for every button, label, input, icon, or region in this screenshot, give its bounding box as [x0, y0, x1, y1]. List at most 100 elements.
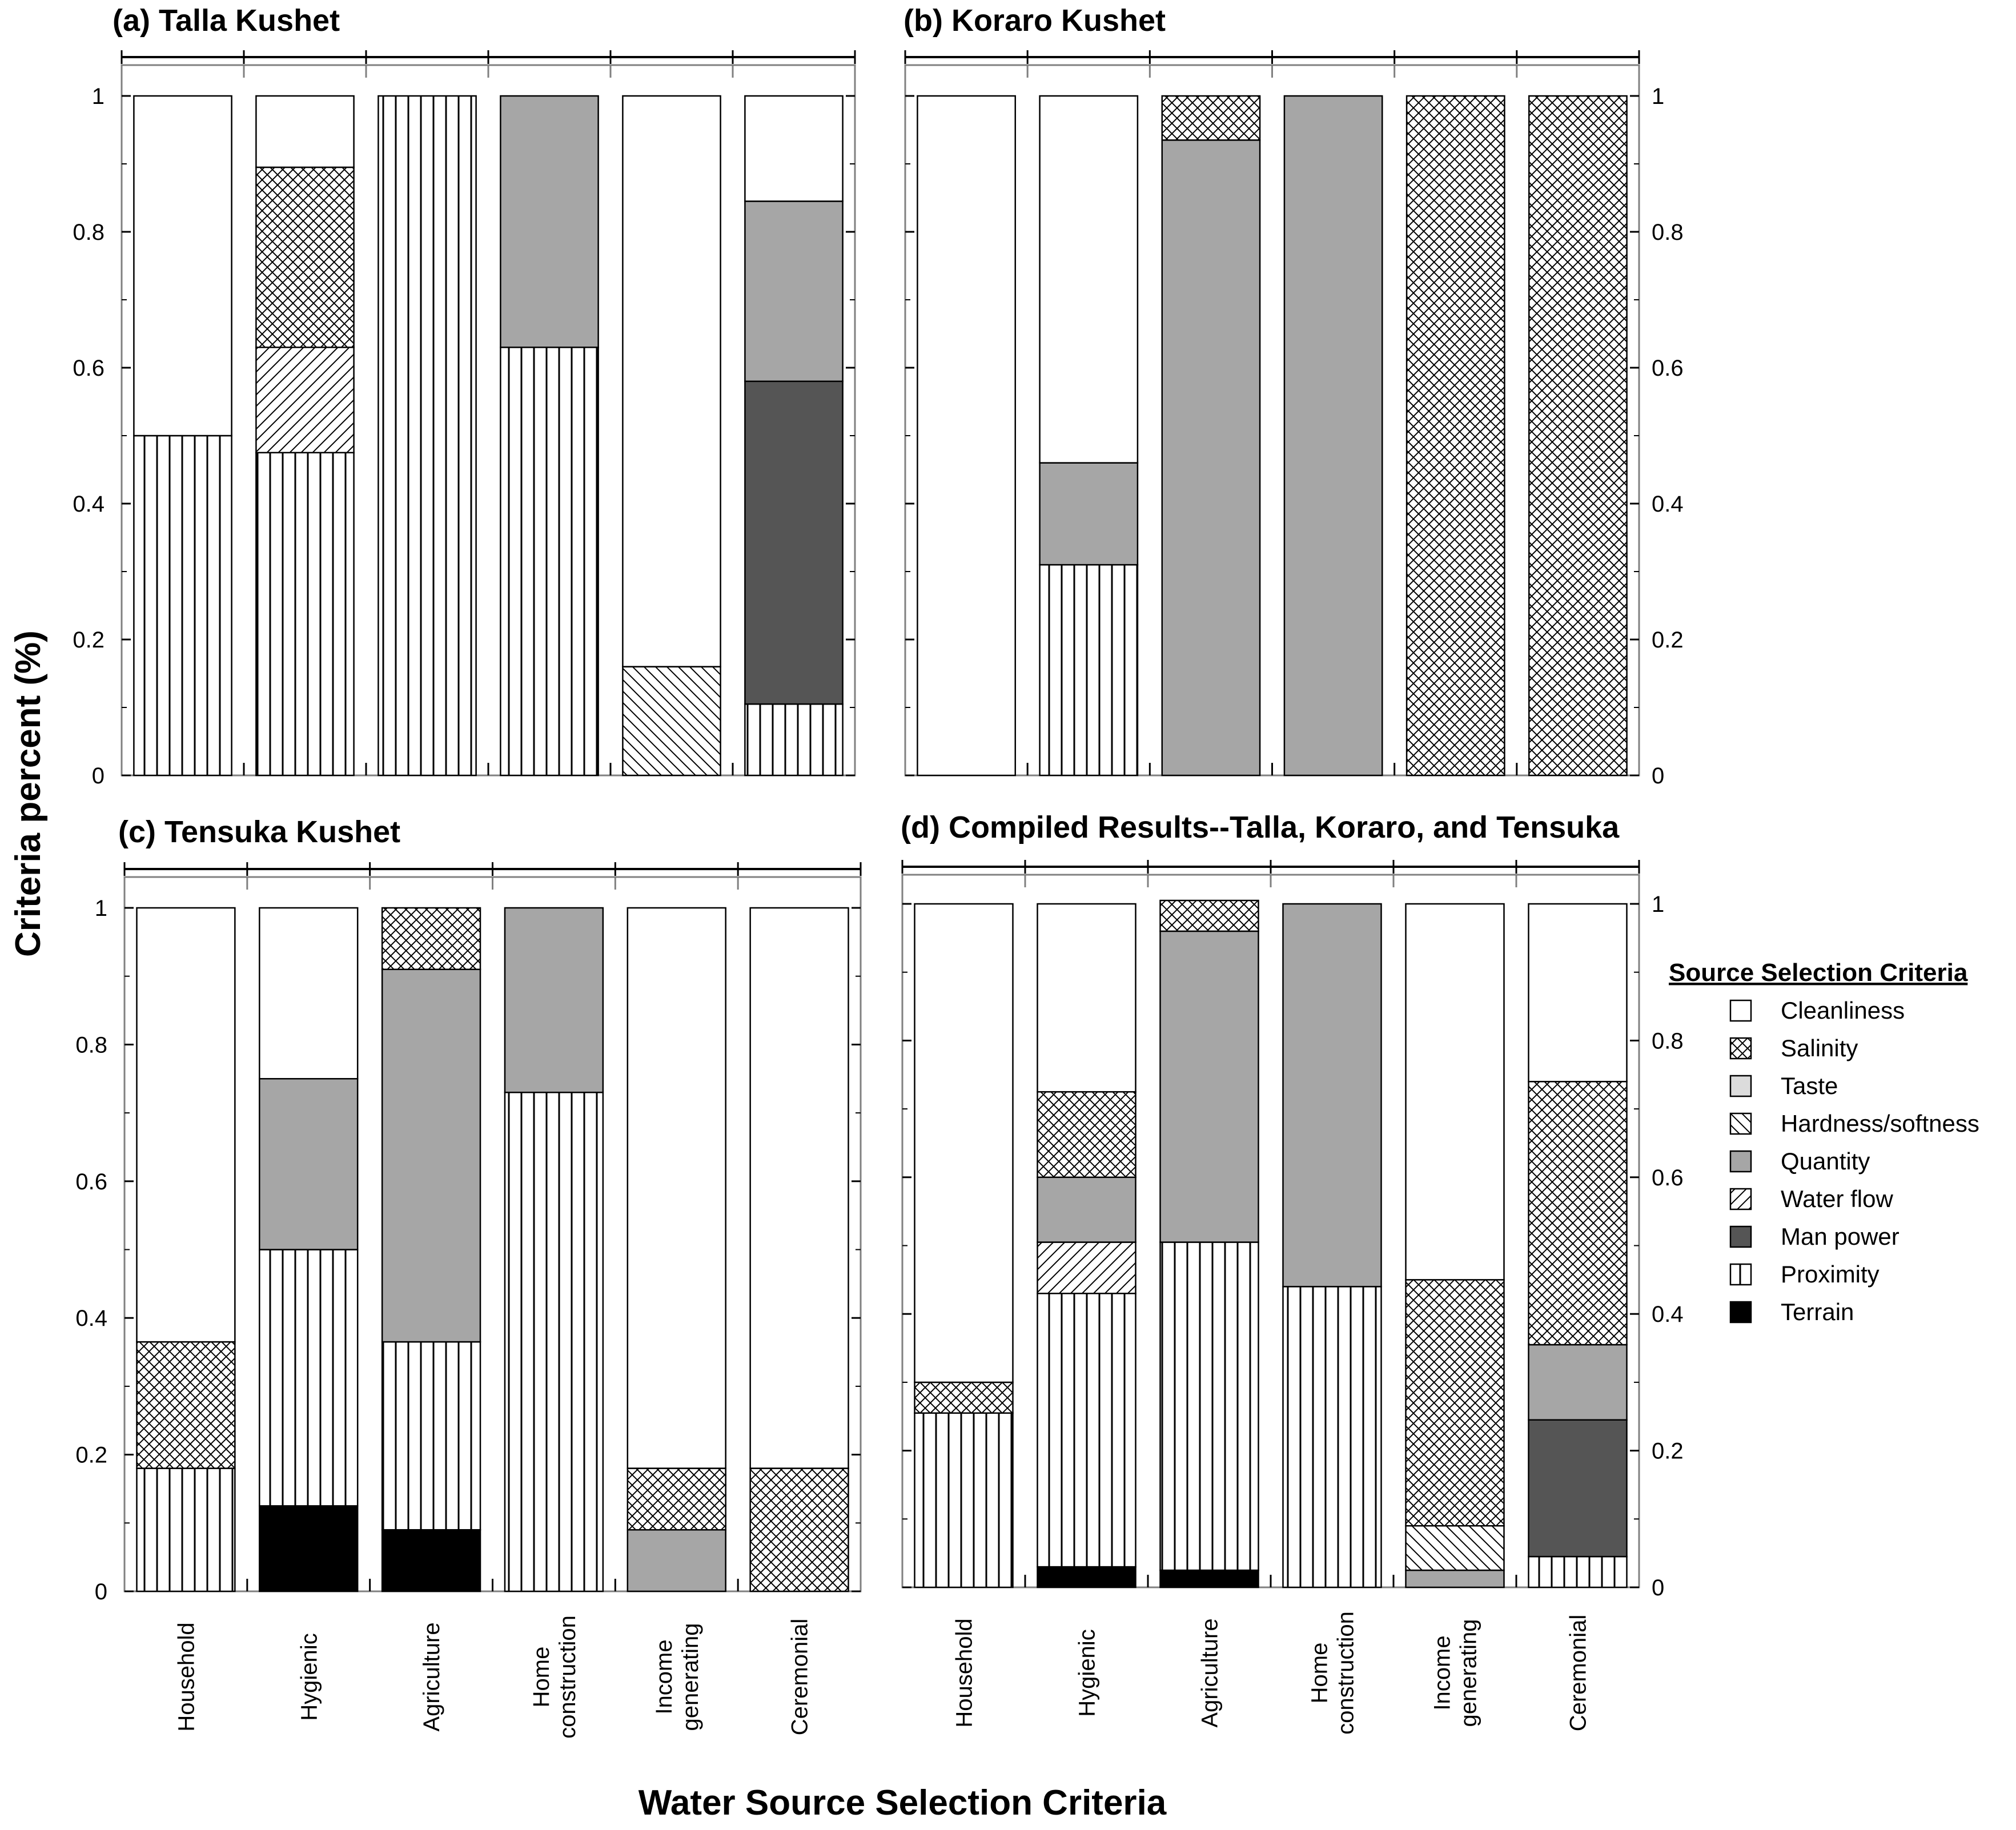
bar-segment-cleanliness — [1405, 903, 1505, 1281]
category-label: Homeconstruction — [529, 1615, 580, 1739]
category-label-line: Household — [952, 1618, 977, 1727]
y-axis-title: Criteria percent (%) — [9, 630, 48, 957]
y-tick-label: 1 — [92, 84, 105, 109]
legend-label: Hardness/softness — [1781, 1110, 1979, 1137]
bar-segment-man-power — [1528, 1419, 1628, 1558]
bar-segment-salinity — [914, 1381, 1014, 1414]
category-label-line: Income — [652, 1639, 677, 1714]
bar-segment-proximity — [1159, 1241, 1259, 1571]
y-tick-label: 0 — [1652, 1575, 1664, 1600]
legend-item-proximity: Proximity — [1729, 1261, 1880, 1288]
bar-segment-proximity — [1037, 1293, 1136, 1568]
legend-label: Man power — [1781, 1223, 1899, 1250]
category-label: Agriculture — [419, 1622, 444, 1731]
legend-item-cleanliness: Cleanliness — [1729, 997, 1905, 1024]
category-label-line: Hygienic — [296, 1633, 322, 1720]
y-tick-label: 0.6 — [73, 356, 105, 381]
y-tick-label: 0.4 — [75, 1306, 107, 1331]
legend-title: Source Selection Criteria — [1669, 959, 1968, 987]
bar-segment-terrain — [381, 1529, 481, 1592]
bar-segment-cleanliness — [136, 907, 236, 1343]
category-label: Agriculture — [1198, 1618, 1223, 1727]
bar-segment-cleanliness — [1037, 903, 1136, 1093]
bar-segment-cleanliness — [1528, 903, 1628, 1083]
bar-segment-man-power — [744, 380, 844, 705]
panel-title: (c) Tensuka Kushet — [118, 815, 400, 849]
bar-segment-proximity — [1039, 564, 1139, 777]
bar-segment-salinity — [627, 1467, 726, 1531]
y-tick-label: 0.8 — [75, 1032, 107, 1057]
bar-segment-proximity — [136, 1467, 236, 1592]
legend-label: Water flow — [1781, 1185, 1893, 1212]
bar-segment-salinity — [1159, 899, 1259, 932]
bar-segment-terrain — [1037, 1566, 1136, 1588]
bar-segment-proximity — [255, 452, 355, 777]
category-label-line: Hygienic — [1075, 1629, 1100, 1716]
bar-segment-water-flow — [1037, 1241, 1136, 1294]
bar-segment-cleanliness — [749, 907, 849, 1469]
category-label-line: Household — [174, 1622, 199, 1731]
legend-item-salinity: Salinity — [1729, 1035, 1858, 1061]
y-tick-label: 1 — [1652, 84, 1664, 109]
y-tick-label: 0.6 — [1652, 1165, 1684, 1190]
bar-segment-quantity — [381, 968, 481, 1343]
category-label: Hygienic — [296, 1633, 322, 1720]
legend-label: Quantity — [1781, 1148, 1870, 1175]
y-tick-label: 0.2 — [1652, 1439, 1684, 1464]
category-label-line: Ceremonial — [1566, 1615, 1591, 1732]
bar-segment-cleanliness — [917, 95, 1016, 777]
bar-segment-proximity — [378, 95, 477, 777]
y-tick-label: 0.4 — [1652, 492, 1684, 517]
legend-swatch — [1729, 1037, 1752, 1060]
y-tick-label: 0.4 — [73, 492, 105, 517]
bar-segment-quantity — [1161, 139, 1261, 777]
legend-label: Taste — [1781, 1072, 1838, 1099]
bar-segment-proximity — [500, 347, 599, 777]
legend-item-quantity: Quantity — [1729, 1148, 1870, 1175]
legend-label: Proximity — [1781, 1261, 1880, 1288]
bar-segment-quantity — [1528, 1344, 1628, 1421]
bar-segment-quantity — [1037, 1176, 1136, 1243]
category-label-line: Agriculture — [1198, 1618, 1223, 1727]
y-tick-label: 0.2 — [73, 628, 105, 653]
y-tick-label: 0.6 — [1652, 356, 1684, 381]
legend-item-terrain: Terrain — [1729, 1298, 1854, 1325]
bar-segment-proximity — [914, 1412, 1014, 1588]
bar-segment-quantity — [744, 200, 844, 383]
legend-swatch — [1729, 1263, 1752, 1286]
bar-segment-salinity — [255, 166, 355, 348]
bar-segment-proximity — [1528, 1555, 1628, 1588]
bar-segment-quantity — [1405, 1569, 1505, 1588]
legend-swatch — [1729, 1112, 1752, 1135]
bar-segment-salinity — [136, 1341, 236, 1469]
y-tick-label: 0.8 — [73, 220, 105, 245]
legend-label: Cleanliness — [1781, 997, 1905, 1024]
category-label-line: Agriculture — [419, 1622, 444, 1731]
category-label: Household — [174, 1622, 199, 1731]
legend-swatch — [1729, 1301, 1752, 1324]
category-label-line: construction — [1334, 1611, 1359, 1735]
legend-label: Terrain — [1781, 1298, 1854, 1325]
y-tick-label: 0.8 — [1652, 1028, 1684, 1053]
y-tick-label: 0 — [1652, 763, 1664, 789]
chart-panel-3: (c) Tensuka Kushet 0 0.2 0.4 0.6 0.8 1 Househol… — [75, 815, 862, 1739]
bar-segment-cleanliness — [744, 95, 844, 202]
chart-panel-4: (d) Compiled Results--Talla, Koraro, and… — [901, 810, 1684, 1735]
bar-segment-terrain — [259, 1505, 359, 1592]
bar-segment-proximity — [504, 1091, 604, 1592]
bar-segment-cleanliness — [1039, 95, 1139, 464]
chart-panel-2: (b) Koraro Kushet 0 0.2 0.4 0.6 0.8 1 — [903, 3, 1684, 789]
category-label: Incomegenerating — [1430, 1619, 1481, 1727]
bar-segment-salinity — [381, 907, 481, 970]
bar-segment-cleanliness — [914, 903, 1014, 1383]
bar-segment-salinity — [1405, 95, 1505, 777]
bar-segment-quantity — [259, 1078, 359, 1250]
category-label-line: construction — [555, 1615, 580, 1739]
bar-segment-cleanliness — [622, 95, 721, 667]
panel-title: (b) Koraro Kushet — [903, 3, 1166, 38]
bar-segment-proximity — [133, 435, 232, 777]
y-tick-label: 0 — [92, 763, 105, 789]
y-tick-label: 1 — [95, 896, 107, 921]
category-label: Incomegenerating — [652, 1623, 703, 1731]
bar-segment-terrain — [1159, 1569, 1259, 1588]
